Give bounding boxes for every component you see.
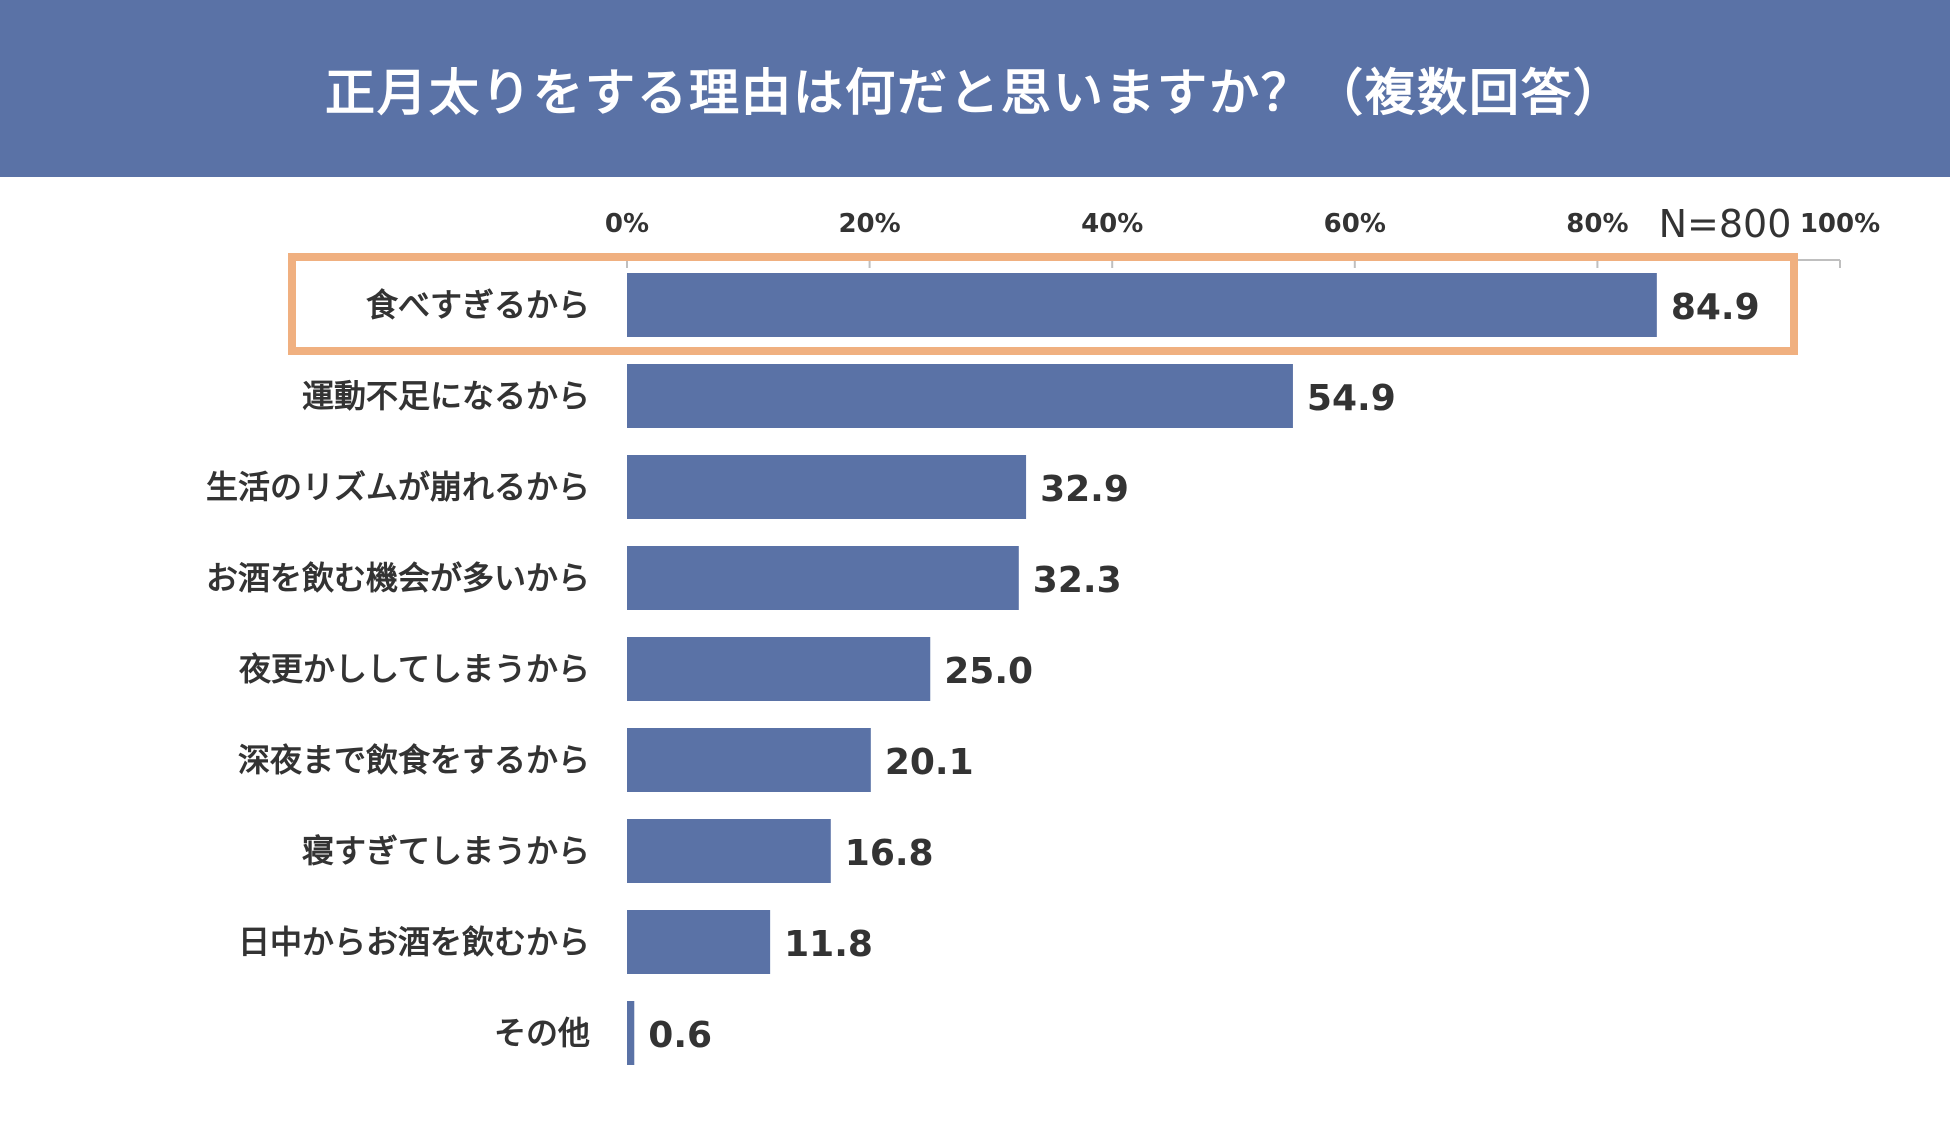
highlight-box [288, 253, 1798, 355]
bar [627, 546, 1019, 610]
value-label: 11.8 [784, 924, 873, 965]
category-label: 日中からお酒を飲むから [238, 923, 590, 961]
value-label: 20.1 [885, 742, 974, 783]
value-label: 32.9 [1040, 469, 1129, 510]
bar [627, 728, 871, 792]
bar [627, 819, 831, 883]
category-label: 運動不足になるから [302, 377, 590, 415]
x-tick-label: 60% [1324, 209, 1386, 239]
category-label: 深夜まで飲食をするから [238, 741, 590, 779]
value-label: 25.0 [944, 651, 1033, 692]
category-label: その他 [494, 1014, 590, 1052]
x-tick-label: 100% [1800, 209, 1880, 239]
x-tick-label: 80% [1566, 209, 1628, 239]
bar [627, 364, 1293, 428]
category-label: 寝すぎてしまうから [302, 832, 590, 870]
value-label: 32.3 [1033, 560, 1122, 601]
value-label: 16.8 [845, 833, 934, 874]
bars: 食べすぎるから 84.9 運動不足になるから 54.9 生活のリズムが崩れるから 32.9… [206, 273, 1760, 1065]
category-label: お酒を飲む機会が多いから [206, 559, 590, 597]
value-label: 54.9 [1307, 378, 1396, 419]
bar [627, 1001, 635, 1065]
bar [627, 273, 1657, 337]
x-tick-label: 0% [605, 209, 649, 239]
x-tick-label: 40% [1081, 209, 1143, 239]
bar [627, 910, 771, 974]
category-label: 夜更かししてしまうから [238, 650, 590, 688]
value-label: 0.6 [648, 1015, 712, 1056]
header-banner: 正月太りをする理由は何だと思いますか？（複数回答） [0, 0, 1950, 177]
category-label: 食べすぎるから [366, 286, 590, 324]
x-tick-label: 20% [838, 209, 900, 239]
value-label: 84.9 [1671, 287, 1760, 328]
bar [627, 637, 931, 701]
category-label: 生活のリズムが崩れるから [206, 468, 590, 506]
x-axis: 0% 20% 40% 60% 80% 100% [605, 209, 1880, 268]
bar [627, 455, 1027, 519]
sample-size-label: N=800 [1659, 202, 1792, 246]
chart-title: 正月太りをする理由は何だと思いますか？（複数回答） [325, 63, 1625, 122]
